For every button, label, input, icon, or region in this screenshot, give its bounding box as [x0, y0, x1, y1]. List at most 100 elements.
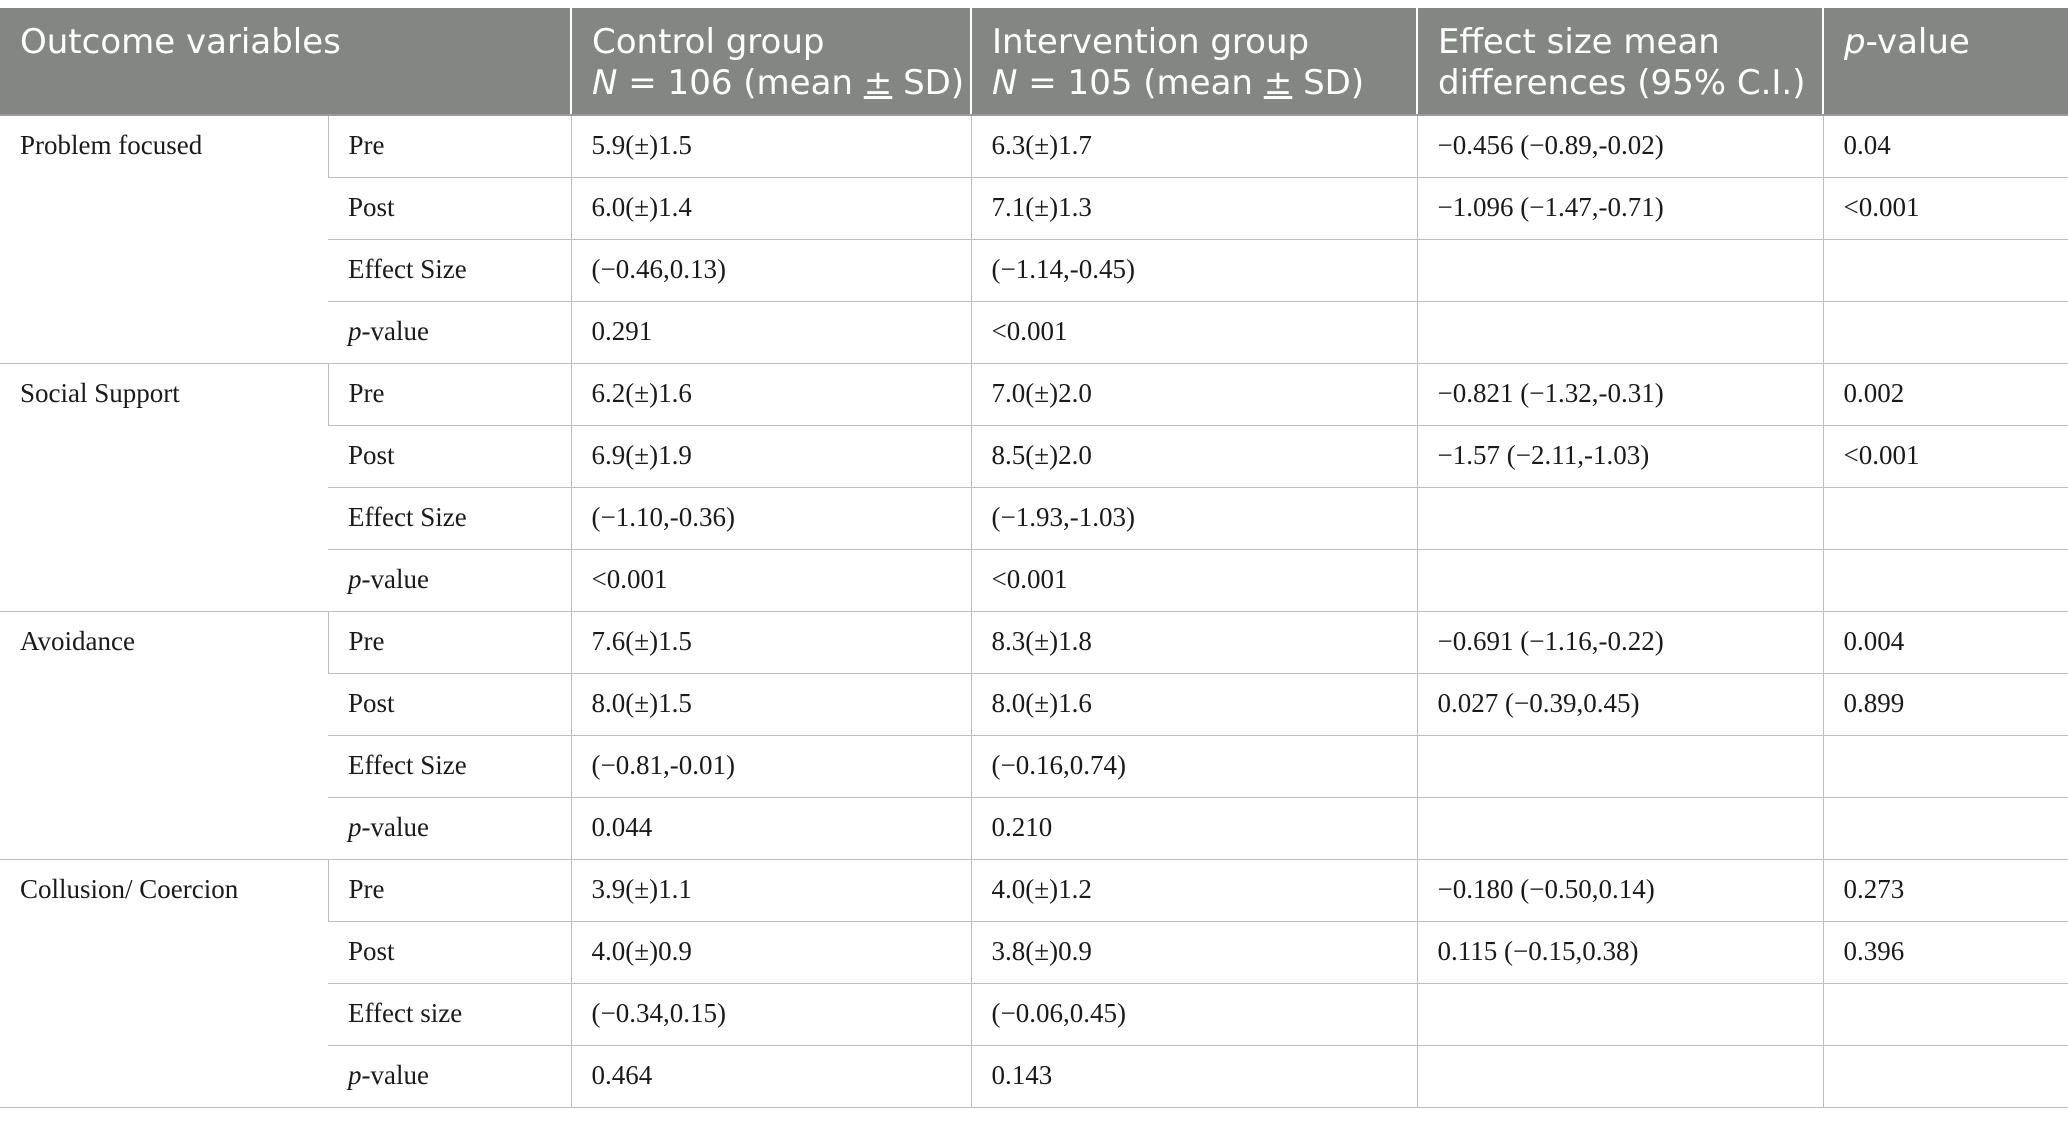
header-row: Outcome variables Control group N = 106 …: [0, 8, 2068, 116]
measure-cell: p-value: [328, 796, 572, 859]
intervention-cell: (−0.06,0.45): [970, 982, 1418, 1045]
effect-size-cell: [1416, 486, 1824, 549]
p-value-cell: 0.004: [1822, 610, 2068, 673]
table-row: Collusion/ Coercion Pre 3.9(±)1.1 4.0(±)1.2…: [0, 858, 2068, 1108]
table-row: Post 6.0(±)1.4 7.1(±)1.3 −1.096 (−1.47,-0.7…: [0, 176, 2068, 239]
effect-size-cell: −0.691 (−1.16,-0.22): [1416, 610, 1824, 673]
measure-cell: Post: [328, 176, 572, 239]
p-value-cell: 0.002: [1822, 362, 2068, 425]
measure-p-rest: -value: [361, 315, 429, 346]
measure-cell: Effect size: [328, 982, 572, 1045]
effect-size-cell: 0.027 (−0.39,0.45): [1416, 672, 1824, 735]
measure-cell: Effect Size: [328, 486, 572, 549]
table-row: p-value 0.044 0.210: [0, 796, 2068, 859]
effect-size-cell: −0.821 (−1.32,-0.31): [1416, 362, 1824, 425]
p-value-cell: [1822, 982, 2068, 1045]
effect-size-cell: −0.180 (−0.50,0.14): [1416, 858, 1824, 921]
intervention-cell: 8.5(±)2.0: [970, 424, 1418, 487]
measure-p-rest: -value: [361, 811, 429, 842]
header-intervention-n: N = 105 (mean ± SD): [992, 63, 1396, 104]
header-intervention-group: Intervention group N = 105 (mean ± SD): [970, 8, 1418, 116]
header-outcome-label: Outcome variables: [20, 22, 341, 62]
measure-cell: p-value: [328, 300, 572, 363]
effect-size-cell: −1.096 (−1.47,-0.71): [1416, 176, 1824, 239]
table-row: Post 8.0(±)1.5 8.0(±)1.6 0.027 (−0.39,0.45)…: [0, 672, 2068, 735]
outcome-group-name: Avoidance: [0, 610, 328, 860]
control-cell: <0.001: [570, 548, 972, 611]
header-effect-size: Effect size mean differences (95% C.I.): [1416, 8, 1824, 116]
effect-size-cell: −0.456 (−0.89,-0.02): [1416, 114, 1824, 177]
control-cell: 4.0(±)0.9: [570, 920, 972, 983]
effect-size-cell: [1416, 238, 1824, 301]
p-value-cell: <0.001: [1822, 424, 2068, 487]
header-control-group: Control group N = 106 (mean ± SD): [570, 8, 972, 116]
results-table: Outcome variables Control group N = 106 …: [0, 8, 2068, 1108]
effect-size-cell: 0.115 (−0.15,0.38): [1416, 920, 1824, 983]
header-outcome-variables: Outcome variables: [0, 8, 572, 116]
table-row: Social Support Pre 6.2(±)1.6 7.0(±)2.0 −0.82…: [0, 362, 2068, 612]
intervention-cell: 7.0(±)2.0: [970, 362, 1418, 425]
measure-cell: Pre: [327, 858, 572, 921]
intervention-cell: 0.143: [970, 1044, 1418, 1108]
measure-p-symbol: p: [348, 1059, 362, 1090]
effect-size-cell: [1416, 734, 1824, 797]
table-row: Effect Size (−0.81,-0.01) (−0.16,0.74): [0, 734, 2068, 797]
header-control-n-symbol: N: [592, 63, 618, 103]
outcome-group-name: Problem focused: [0, 114, 328, 364]
effect-size-cell: [1416, 548, 1824, 611]
header-control-n: N = 106 (mean ± SD): [592, 63, 964, 104]
table-row: Effect Size (−0.46,0.13) (−1.14,-0.45): [0, 238, 2068, 301]
intervention-cell: 8.3(±)1.8: [970, 610, 1418, 673]
table-header: Outcome variables Control group N = 106 …: [0, 8, 2068, 116]
p-value-cell: [1822, 238, 2068, 301]
p-value-cell: 0.396: [1822, 920, 2068, 983]
measure-cell: Pre: [327, 610, 572, 673]
outcome-group-name: Collusion/ Coercion: [0, 858, 328, 1108]
results-table-container: Outcome variables Control group N = 106 …: [0, 8, 2068, 1108]
p-value-cell: <0.001: [1822, 176, 2068, 239]
control-cell: 0.044: [570, 796, 972, 859]
intervention-cell: <0.001: [970, 300, 1418, 363]
effect-size-cell: [1416, 982, 1824, 1045]
header-intervention-sd: SD): [1292, 63, 1365, 103]
measure-cell: Post: [328, 672, 572, 735]
intervention-cell: 0.210: [970, 796, 1418, 859]
table-row: p-value 0.464 0.143: [0, 1044, 2068, 1108]
header-p-rest: -value: [1865, 22, 1970, 62]
measure-cell: Post: [328, 424, 572, 487]
header-control-title: Control group: [592, 22, 825, 62]
table-body: Problem focused Pre 5.9(±)1.5 6.3(±)1.7 −0.4…: [0, 114, 2068, 1108]
intervention-cell: (−0.16,0.74): [970, 734, 1418, 797]
header-p-value: p-value: [1822, 8, 2068, 116]
intervention-cell: <0.001: [970, 548, 1418, 611]
p-value-cell: [1822, 1044, 2068, 1108]
table-row: p-value <0.001 <0.001: [0, 548, 2068, 611]
measure-p-rest: -value: [361, 1059, 429, 1090]
p-value-cell: 0.899: [1822, 672, 2068, 735]
header-intervention-n-rest: = 105 (mean: [1017, 63, 1264, 103]
control-cell: (−0.46,0.13): [570, 238, 972, 301]
measure-cell: Post: [328, 920, 572, 983]
control-cell: (−1.10,-0.36): [570, 486, 972, 549]
header-intervention-n-symbol: N: [992, 63, 1018, 103]
measure-p-symbol: p: [348, 811, 362, 842]
control-cell: 7.6(±)1.5: [570, 610, 972, 673]
p-value-cell: [1822, 548, 2068, 611]
control-cell: 6.2(±)1.6: [570, 362, 972, 425]
table-row: Effect size (−0.34,0.15) (−0.06,0.45): [0, 982, 2068, 1045]
table-row: Post 6.9(±)1.9 8.5(±)2.0 −1.57 (−2.11,-1.03…: [0, 424, 2068, 487]
measure-cell: p-value: [328, 548, 572, 611]
header-intervention-title: Intervention group: [992, 22, 1310, 62]
effect-size-cell: [1416, 1044, 1824, 1108]
header-intervention-pm: ±: [1263, 63, 1293, 103]
p-value-cell: [1822, 796, 2068, 859]
table-row: p-value 0.291 <0.001: [0, 300, 2068, 363]
p-value-cell: [1822, 300, 2068, 363]
control-cell: 8.0(±)1.5: [570, 672, 972, 735]
header-control-n-rest: = 106 (mean: [617, 63, 864, 103]
measure-cell: p-value: [328, 1044, 572, 1108]
control-cell: (−0.34,0.15): [570, 982, 972, 1045]
p-value-cell: 0.04: [1822, 114, 2068, 177]
effect-size-cell: −1.57 (−2.11,-1.03): [1416, 424, 1824, 487]
measure-p-rest: -value: [361, 563, 429, 594]
